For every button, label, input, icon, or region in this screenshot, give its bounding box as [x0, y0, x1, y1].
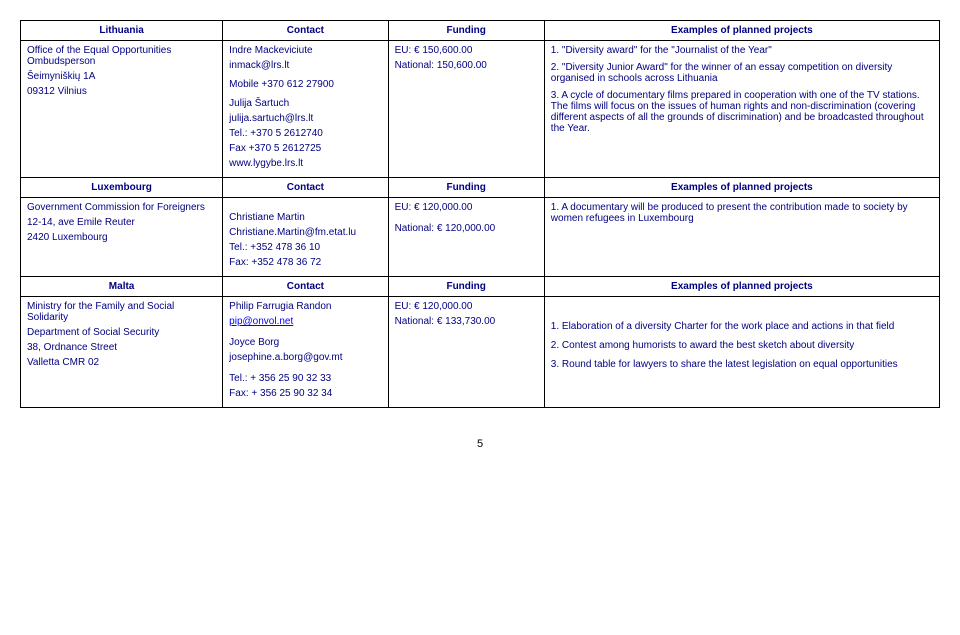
cell-funding: EU: € 120,000.00 National: € 120,000.00 [388, 198, 544, 277]
contact-line: Christiane Martin [229, 212, 381, 223]
th-funding: Funding [388, 277, 544, 297]
org-line: 2420 Luxembourg [27, 232, 216, 243]
th-country: Lithuania [21, 21, 223, 41]
contact-line: josephine.a.borg@gov.mt [229, 352, 381, 363]
cell-funding: EU: € 150,600.00 National: 150,600.00 [388, 41, 544, 178]
row-lithuania: Office of the Equal Opportunities Ombuds… [21, 41, 940, 178]
org-line: Valletta CMR 02 [27, 357, 216, 368]
cell-examples: 1. Elaboration of a diversity Charter fo… [544, 297, 939, 408]
th-examples: Examples of planned projects [544, 178, 939, 198]
contact-line: www.lygybe.lrs.lt [229, 158, 381, 169]
row-luxembourg: Government Commission for Foreigners 12-… [21, 198, 940, 277]
email-link[interactable]: pip@onvol.net [229, 316, 293, 327]
example-line: 3. Round table for lawyers to share the … [551, 359, 933, 370]
contact-line: Christiane.Martin@fm.etat.lu [229, 227, 381, 238]
th-examples: Examples of planned projects [544, 277, 939, 297]
org-line: 12-14, ave Emile Reuter [27, 217, 216, 228]
example-line: 1. "Diversity award" for the "Journalist… [551, 45, 933, 56]
org-line: Government Commission for Foreigners [27, 202, 216, 213]
example-line: 3. A cycle of documentary films prepared… [551, 90, 933, 134]
contact-line: Fax: +352 478 36 72 [229, 257, 381, 268]
example-line: 1. Elaboration of a diversity Charter fo… [551, 321, 933, 332]
funding-line: National: € 120,000.00 [395, 223, 538, 234]
contact-line: Philip Farrugia Randon [229, 301, 381, 312]
org-line: Ministry for the Family and Social Solid… [27, 301, 216, 323]
th-funding: Funding [388, 178, 544, 198]
th-country: Luxembourg [21, 178, 223, 198]
contact-line: Tel.: +370 5 2612740 [229, 128, 381, 139]
contact-line: Fax +370 5 2612725 [229, 143, 381, 154]
org-line: Šeimyniškių 1A [27, 71, 216, 82]
th-contact: Contact [223, 21, 388, 41]
header-row-luxembourg: Luxembourg Contact Funding Examples of p… [21, 178, 940, 198]
org-line: Department of Social Security [27, 327, 216, 338]
funding-line: National: 150,600.00 [395, 60, 538, 71]
row-malta: Ministry for the Family and Social Solid… [21, 297, 940, 408]
cell-org: Ministry for the Family and Social Solid… [21, 297, 223, 408]
org-line: 09312 Vilnius [27, 86, 216, 97]
contact-line: Indre Mackeviciute [229, 45, 381, 56]
funding-line: National: € 133,730.00 [395, 316, 538, 327]
funding-table: Lithuania Contact Funding Examples of pl… [20, 20, 940, 408]
cell-funding: EU: € 120,000.00 National: € 133,730.00 [388, 297, 544, 408]
header-row-malta: Malta Contact Funding Examples of planne… [21, 277, 940, 297]
th-country: Malta [21, 277, 223, 297]
cell-examples: 1. "Diversity award" for the "Journalist… [544, 41, 939, 178]
contact-line: julija.sartuch@lrs.lt [229, 113, 381, 124]
header-row-lithuania: Lithuania Contact Funding Examples of pl… [21, 21, 940, 41]
example-line: 2. "Diversity Junior Award" for the winn… [551, 62, 933, 84]
cell-contact: Philip Farrugia Randon pip@onvol.net Joy… [223, 297, 388, 408]
contact-line: Julija Šartuch [229, 98, 381, 109]
contact-line: Mobile +370 612 27900 [229, 79, 381, 90]
page-number: 5 [20, 438, 940, 450]
contact-line: Fax: + 356 25 90 32 34 [229, 388, 381, 399]
org-line: Office of the Equal Opportunities Ombuds… [27, 45, 216, 67]
cell-examples: 1. A documentary will be produced to pre… [544, 198, 939, 277]
cell-contact: Indre Mackeviciute inmack@lrs.lt Mobile … [223, 41, 388, 178]
cell-contact: Christiane Martin Christiane.Martin@fm.e… [223, 198, 388, 277]
funding-line: EU: € 120,000.00 [395, 202, 538, 213]
contact-line: Tel.: +352 478 36 10 [229, 242, 381, 253]
funding-line: EU: € 150,600.00 [395, 45, 538, 56]
th-funding: Funding [388, 21, 544, 41]
contact-line: inmack@lrs.lt [229, 60, 381, 71]
th-contact: Contact [223, 277, 388, 297]
org-line: 38, Ordnance Street [27, 342, 216, 353]
th-contact: Contact [223, 178, 388, 198]
contact-line: Tel.: + 356 25 90 32 33 [229, 373, 381, 384]
contact-line: Joyce Borg [229, 337, 381, 348]
th-examples: Examples of planned projects [544, 21, 939, 41]
cell-org: Government Commission for Foreigners 12-… [21, 198, 223, 277]
example-line: 1. A documentary will be produced to pre… [551, 202, 933, 224]
funding-line: EU: € 120,000.00 [395, 301, 538, 312]
example-line: 2. Contest among humorists to award the … [551, 340, 933, 351]
cell-org: Office of the Equal Opportunities Ombuds… [21, 41, 223, 178]
